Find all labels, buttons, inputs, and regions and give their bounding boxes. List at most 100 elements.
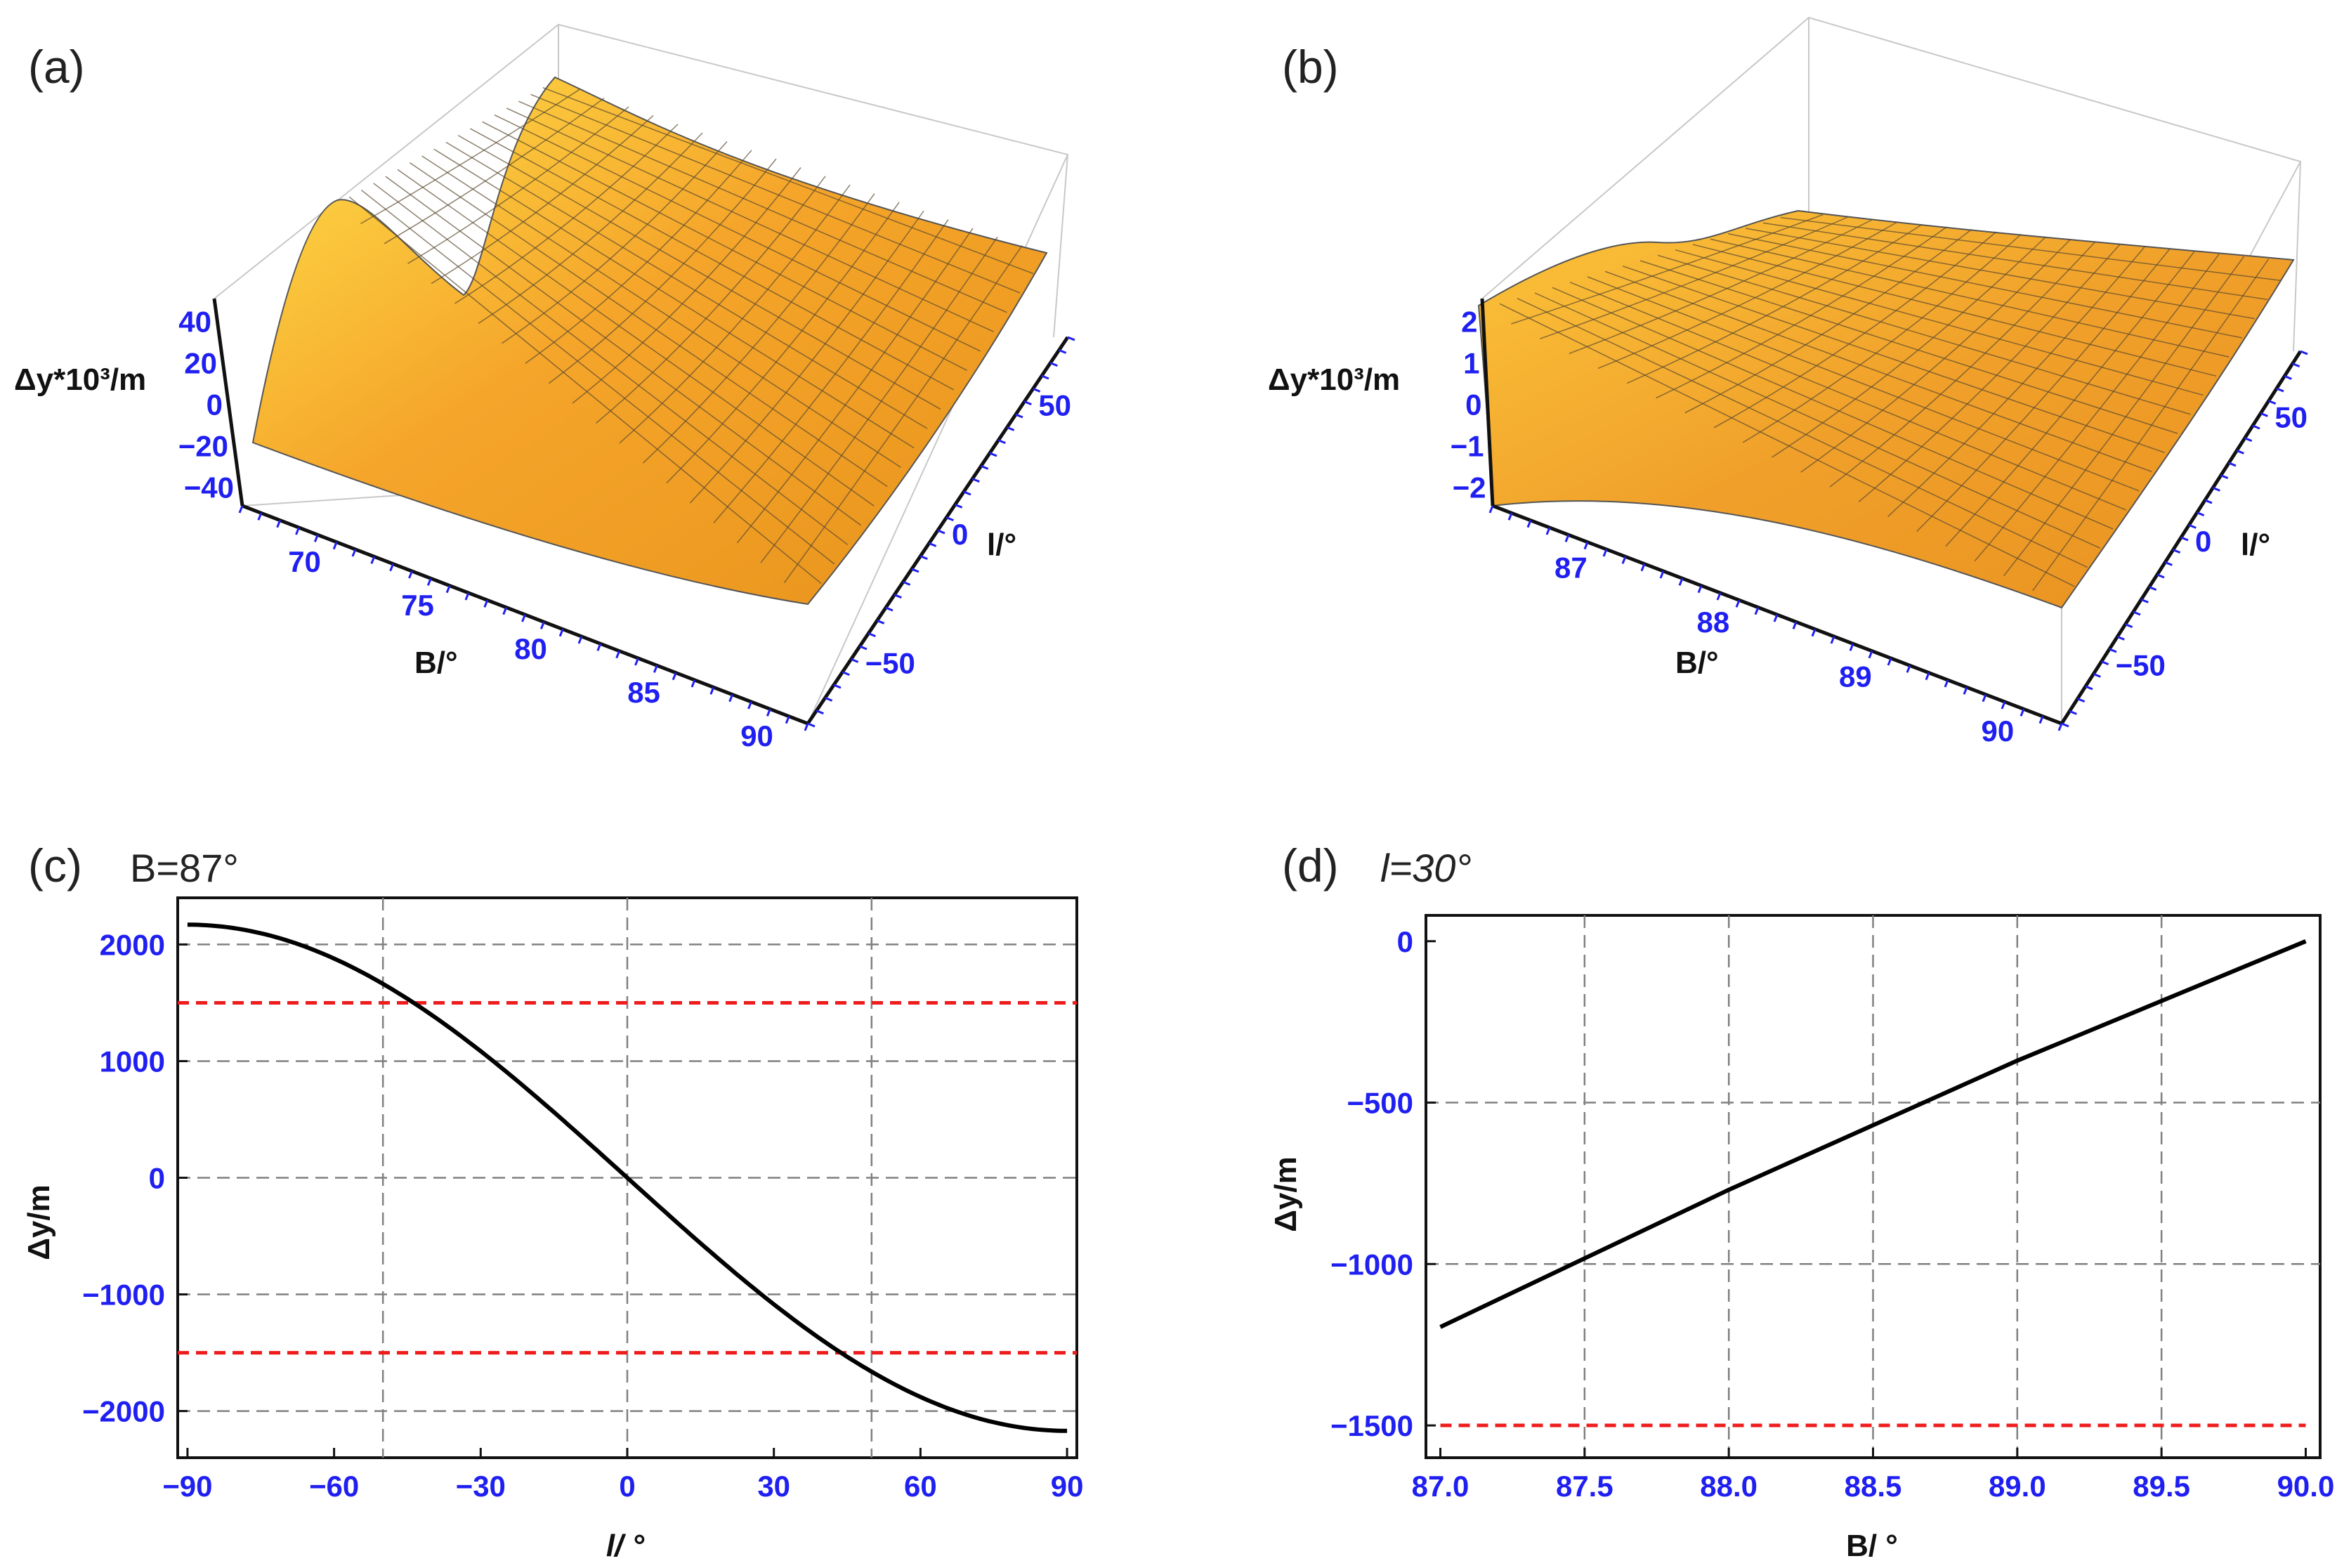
panel-a-y-label: l/°	[987, 528, 1016, 562]
panel-b-ticks: 2 1 0 −1 −2 87 88 89 90 50 0 −50	[1451, 306, 2308, 747]
y-tick-mark	[2133, 610, 2141, 616]
y-tick-mark	[2244, 437, 2253, 443]
mesh-line	[454, 124, 679, 304]
mesh-line	[760, 236, 998, 563]
z-tick-label: 0	[207, 388, 223, 422]
x-tick-label: 89.5	[2133, 1470, 2190, 1503]
y-tick-mark	[2069, 710, 2077, 715]
x-tick-mark	[1564, 534, 1570, 542]
mesh-line	[457, 135, 941, 410]
mesh-line	[518, 100, 1007, 313]
x-tick-mark	[332, 542, 338, 550]
y-tick-label: −1500	[1330, 1409, 1413, 1442]
panel-b-surface-mesh	[1499, 214, 2281, 592]
y-tick-label: −500	[1347, 1087, 1413, 1120]
x-tick-mark	[408, 570, 413, 579]
y-tick-mark	[2149, 586, 2157, 592]
mesh-line	[1829, 241, 2096, 488]
panel-d-plot: 87.0 87.5 88.0 88.5 89.0 89.5 90.0 −1500 −1000 −5…	[1330, 914, 2334, 1503]
x-tick-mark	[1659, 570, 1665, 579]
x-tick-mark	[1868, 651, 1873, 659]
x-tick-mark	[313, 534, 319, 542]
x-tick-mark	[558, 629, 564, 637]
x-tick-mark	[445, 585, 451, 594]
mesh-line	[421, 155, 901, 468]
x-tick-mark	[1545, 527, 1551, 535]
mesh-line	[409, 162, 888, 488]
x-tick-label: 70	[288, 545, 321, 578]
z-tick-label: −2	[1453, 471, 1486, 504]
mesh-line	[1710, 238, 2230, 358]
y-tick-mark	[2164, 561, 2173, 566]
x-tick-mark	[615, 651, 621, 659]
y-tick-mark	[1023, 400, 1032, 406]
mesh-line	[385, 176, 861, 526]
mesh-line	[1800, 238, 2071, 473]
x-tick-mark	[2001, 701, 2006, 710]
mesh-line	[1974, 254, 2220, 562]
y-tick-mark	[2204, 499, 2213, 504]
x-tick-label: 89.0	[1989, 1470, 2046, 1503]
mesh-line	[1780, 216, 2281, 281]
y-tick-mark	[997, 439, 1006, 445]
y-tick-mark	[911, 568, 919, 573]
x-tick-mark	[370, 556, 376, 564]
mesh-line	[1604, 270, 2152, 473]
mesh-line	[783, 245, 1023, 584]
x-tick-mark	[1849, 643, 1854, 651]
x-tick-mark	[1906, 665, 1911, 673]
x-tick-mark	[728, 694, 734, 703]
mesh-line	[431, 115, 654, 285]
x-tick-mark	[672, 672, 677, 681]
mesh-line	[713, 219, 949, 523]
y-tick-label: 50	[1038, 389, 1071, 422]
y-tick-label: −2000	[82, 1395, 165, 1428]
panel-b-label: (b)	[1282, 41, 1339, 93]
x-tick-label: 80	[514, 632, 547, 665]
mesh-line	[1511, 214, 1824, 325]
mesh-line	[1587, 276, 2140, 492]
y-tick-mark	[2284, 374, 2292, 380]
series-line	[187, 922, 1068, 1433]
mesh-line	[384, 98, 605, 244]
mesh-line	[502, 141, 728, 344]
mesh-line	[482, 121, 968, 372]
x-tick-mark	[238, 505, 244, 514]
x-tick-mark	[464, 592, 470, 601]
y-tick-mark	[2300, 350, 2308, 355]
panel-b-x-label: B/°	[1675, 646, 1719, 680]
mesh-line	[1684, 228, 1972, 414]
y-tick-mark	[2260, 412, 2268, 417]
y-tick-mark	[2220, 474, 2229, 480]
y-tick-mark	[2101, 660, 2109, 666]
mesh-line	[736, 228, 974, 544]
y-tick-mark	[868, 632, 876, 638]
x-tick-mark	[1887, 658, 1892, 666]
x-tick-mark	[577, 636, 583, 644]
z-tick-label: 0	[1465, 388, 1481, 422]
y-tick-mark	[2140, 598, 2149, 603]
y-tick-mark	[903, 580, 911, 586]
series-line	[1439, 939, 2307, 1329]
y-tick-mark	[963, 490, 971, 496]
mesh-line	[549, 158, 777, 384]
y-tick-mark	[833, 684, 842, 689]
mesh-line	[530, 93, 1021, 294]
panel-a-ticks: 40 20 0 −20 −40 70 75 80 85 90 50 0 −50	[178, 306, 1075, 752]
x-tick-label: 90	[1051, 1470, 1084, 1503]
y-tick-mark	[2268, 400, 2277, 405]
x-tick-label: 87	[1554, 551, 1588, 584]
x-tick-mark	[502, 607, 508, 615]
y-tick-mark	[1041, 374, 1049, 380]
x-tick-mark	[709, 686, 715, 695]
mesh-line	[1772, 236, 2047, 458]
panel-d-label: (d)	[1282, 839, 1339, 891]
panel-a: (a) 40 20 0 −20 −40 70 75 80 85 90 50 0 −50 Δy*10³/m…	[14, 23, 1075, 752]
y-tick-label: 2000	[100, 928, 165, 961]
mesh-line	[1745, 228, 2256, 320]
z-tick-label: −20	[178, 430, 228, 463]
y-tick-mark	[893, 594, 902, 599]
mesh-line	[1517, 297, 2088, 568]
y-tick-label: 0	[149, 1162, 165, 1195]
